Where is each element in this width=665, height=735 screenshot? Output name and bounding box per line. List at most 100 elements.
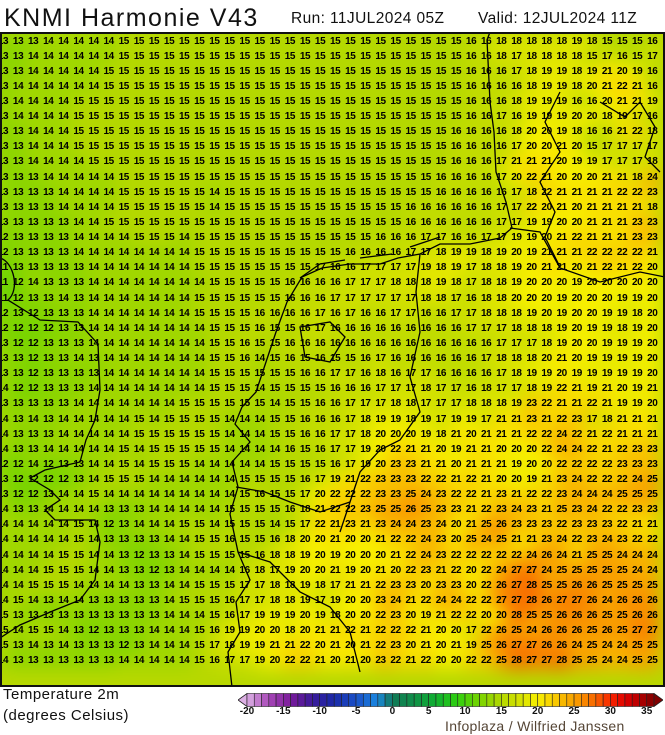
- grid-value: 15: [207, 66, 221, 77]
- grid-value: 16: [313, 368, 327, 379]
- grid-value: 14: [72, 202, 86, 213]
- grid-value: 15: [192, 655, 206, 666]
- grid-value: 15: [238, 247, 252, 258]
- grid-value: 16: [449, 187, 463, 198]
- grid-value: 15: [238, 308, 252, 319]
- grid-value: 17: [494, 202, 508, 213]
- grid-value: 14: [147, 398, 161, 409]
- grid-value: 15: [207, 308, 221, 319]
- grid-value: 16: [479, 36, 493, 47]
- grid-value: 14: [147, 504, 161, 515]
- grid-value: 15: [268, 66, 282, 77]
- grid-value: 15: [268, 429, 282, 440]
- grid-value: 15: [298, 111, 312, 122]
- grid-value: 15: [207, 580, 221, 591]
- grid-value: 27: [570, 595, 584, 606]
- grid-value: 19: [630, 323, 644, 334]
- grid-value: 21: [525, 156, 539, 167]
- grid-value: 16: [479, 111, 493, 122]
- grid-value: 16: [328, 398, 342, 409]
- grid-value: 14: [41, 550, 55, 561]
- grid-value: 16: [358, 368, 372, 379]
- grid-value: 13: [56, 308, 70, 319]
- grid-value: 15: [132, 414, 146, 425]
- grid-value: 15: [268, 353, 282, 364]
- grid-value: 14: [223, 565, 237, 576]
- grid-value: 21: [630, 429, 644, 440]
- grid-value: 18: [570, 66, 584, 77]
- grid-value: 20: [343, 640, 357, 651]
- grid-value: 15: [374, 217, 388, 228]
- grid-value: 15: [238, 36, 252, 47]
- grid-value: 22: [389, 625, 403, 636]
- grid-value: 15: [238, 187, 252, 198]
- grid-value: 15: [253, 534, 267, 545]
- grid-value: 16: [464, 217, 478, 228]
- field-cell: [357, 48, 374, 65]
- grid-value: 15: [253, 504, 267, 515]
- grid-value: 15: [358, 232, 372, 243]
- colorbar-swatch: [246, 693, 255, 707]
- grid-value: 17: [419, 368, 433, 379]
- grid-value: 18: [555, 36, 569, 47]
- grid-value: 21: [555, 398, 569, 409]
- grid-value: 15: [177, 111, 191, 122]
- grid-value: 15: [419, 51, 433, 62]
- grid-value: 13: [41, 293, 55, 304]
- grid-value: 15: [434, 111, 448, 122]
- grid-value: 17: [238, 655, 252, 666]
- grid-value: 13: [56, 338, 70, 349]
- grid-value: 23: [374, 519, 388, 530]
- grid-value: 15: [313, 217, 327, 228]
- grid-value: 18: [540, 51, 554, 62]
- field-cell: [508, 48, 525, 65]
- grid-value: 17: [343, 368, 357, 379]
- grid-value: 15: [238, 277, 252, 288]
- grid-value: 14: [72, 398, 86, 409]
- grid-value: 21: [479, 429, 493, 440]
- grid-value: 19: [525, 368, 539, 379]
- grid-value: 22: [419, 474, 433, 485]
- grid-value: 15: [419, 96, 433, 107]
- grid-value: 14: [87, 444, 101, 455]
- grid-value: 15: [192, 262, 206, 273]
- grid-value: 15: [283, 202, 297, 213]
- grid-value: 16: [298, 277, 312, 288]
- grid-value: 20: [464, 580, 478, 591]
- grid-value: 15: [404, 66, 418, 77]
- grid-value: 15: [238, 217, 252, 228]
- grid-value: 23: [630, 459, 644, 470]
- grid-value: 14: [117, 414, 131, 425]
- grid-value: 14: [72, 51, 86, 62]
- grid-value: 18: [600, 414, 614, 425]
- grid-value: 13: [41, 640, 55, 651]
- grid-value: 15: [283, 459, 297, 470]
- grid-value: 13: [11, 414, 25, 425]
- colorbar-swatch: [290, 693, 299, 707]
- grid-value: 15: [223, 111, 237, 122]
- grid-value: 14: [102, 323, 116, 334]
- grid-value: 13: [56, 232, 70, 243]
- grid-value: 23: [494, 489, 508, 500]
- grid-value: 25: [525, 610, 539, 621]
- field-cell: [342, 63, 359, 80]
- grid-value: 14: [147, 474, 161, 485]
- grid-value: 17: [479, 353, 493, 364]
- grid-value: 16: [313, 277, 327, 288]
- grid-value: 17: [615, 156, 629, 167]
- grid-value: 14: [102, 36, 116, 47]
- grid-value: 20: [404, 640, 418, 651]
- grid-value: 14: [132, 368, 146, 379]
- grid-value: 23: [374, 474, 388, 485]
- grid-value: 15: [207, 81, 221, 92]
- grid-value: 19: [268, 610, 282, 621]
- grid-value: 15: [253, 338, 267, 349]
- grid-value: 19: [449, 414, 463, 425]
- grid-value: 14: [72, 81, 86, 92]
- grid-value: 15: [238, 202, 252, 213]
- grid-value: 18: [434, 247, 448, 258]
- grid-value: 15: [283, 232, 297, 243]
- grid-value: 22: [630, 262, 644, 273]
- grid-value: 22: [555, 383, 569, 394]
- grid-value: 15: [343, 141, 357, 152]
